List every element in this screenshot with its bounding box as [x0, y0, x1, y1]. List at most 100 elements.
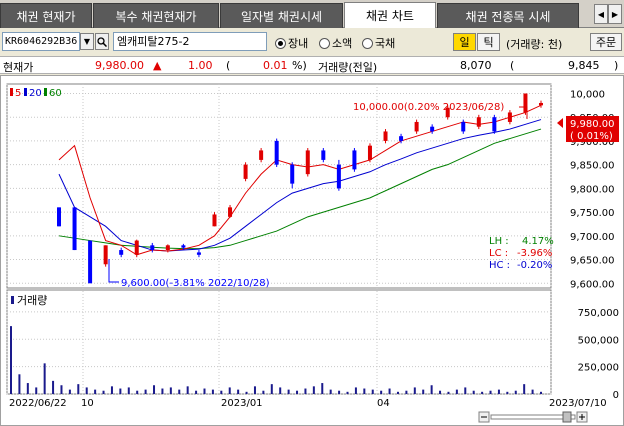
volume-bar: [481, 391, 484, 394]
volume-bar: [68, 389, 71, 394]
lh-label: LH :: [489, 236, 509, 247]
candle: [492, 117, 497, 132]
date-tick-label: 2022/06/22: [9, 398, 67, 409]
market-radio-treasury[interactable]: 국채: [362, 35, 395, 51]
candle: [383, 131, 388, 141]
change-up-icon: ▲: [153, 59, 162, 72]
tab-daily-bond-quotes[interactable]: 일자별 채권시세: [220, 3, 343, 28]
volume-bar: [413, 387, 416, 394]
period-tick-button[interactable]: 틱: [477, 33, 500, 51]
bond-code-input[interactable]: KR6046292B36: [2, 32, 80, 51]
change-value: 1.00: [188, 59, 213, 72]
market-radio-exchange[interactable]: 장내: [275, 35, 308, 51]
candle: [305, 150, 310, 175]
candle: [134, 240, 139, 255]
candle: [165, 245, 170, 251]
volume-bar: [287, 389, 290, 394]
code-dropdown-icon[interactable]: ▼: [80, 33, 94, 50]
ma20-legend-icon: [24, 88, 27, 96]
volume-legend-icon: [11, 296, 14, 304]
volume-bar: [514, 390, 517, 394]
pct-open-paren: (: [226, 59, 231, 72]
tab-bond-chart[interactable]: 채권 차트: [344, 2, 436, 28]
ma20-line: [58, 119, 542, 252]
ma60-legend-label: 60: [49, 88, 62, 99]
volume-bar: [380, 390, 383, 394]
candle: [507, 112, 512, 122]
current-price-label: 현재가: [3, 61, 34, 74]
candle: [274, 140, 279, 165]
volume-bar: [102, 390, 105, 394]
candle: [321, 150, 326, 160]
volume-unit-label: (거래량: 천): [506, 38, 563, 51]
volume-bar: [10, 326, 12, 394]
tab-multi-bond-price[interactable]: 복수 채권현재가: [93, 3, 219, 28]
low-pointer: [108, 259, 119, 283]
tab-bond-price[interactable]: 채권 현재가: [0, 3, 92, 28]
price-tick-label: 9,800.00: [570, 184, 615, 195]
prev-open-paren: (: [510, 59, 515, 72]
candle: [196, 252, 201, 255]
tab-bar: 채권 현재가 복수 채권현재가 일자별 채권시세 채권 차트 채권 전종목 시세…: [0, 0, 624, 28]
price-volume-chart[interactable]: 10,0009,950.009,900.009,850.009,800.009,…: [1, 76, 623, 425]
volume-bar: [253, 386, 256, 394]
candle: [336, 164, 341, 189]
candle: [57, 207, 61, 227]
volume-bar: [447, 391, 450, 394]
low-annotation: 9,600.00(-3.81% 2022/10/28): [121, 278, 270, 289]
volume-bar: [60, 385, 63, 394]
candle: [523, 93, 528, 113]
date-tick-label: 10: [81, 398, 94, 409]
candle: [430, 126, 435, 132]
prev-close-paren: ): [614, 59, 619, 72]
volume-bar: [52, 380, 55, 394]
chart-area[interactable]: 10,0009,950.009,900.009,850.009,800.009,…: [0, 75, 624, 426]
high-annotation: 10,000.00(0.20% 2023/06/28): [353, 102, 504, 113]
volume-bar: [439, 390, 442, 394]
price-tick-label: 9,900.00: [570, 137, 615, 148]
tab-scroll-left-icon[interactable]: ◀: [594, 4, 608, 24]
lh-value: 4.17%: [522, 236, 554, 247]
price-tick-label: 9,600.00: [570, 279, 615, 290]
volume-bar: [270, 384, 273, 394]
order-button[interactable]: 주문: [590, 33, 622, 51]
volume-bar: [18, 374, 21, 394]
volume-bar: [169, 387, 172, 394]
volume-bar: [472, 390, 475, 394]
ma20-legend-label: 20: [29, 88, 42, 99]
candle: [476, 117, 481, 127]
price-tick-label: 9,700.00: [570, 232, 615, 243]
zoom-slider-thumb[interactable]: [562, 411, 572, 423]
change-pct-value: 0.01: [263, 59, 288, 72]
toolbar: KR6046292B36 ▼ 엠캐피탈275-2 장내 소액 국채 일 틱 (거…: [0, 29, 624, 55]
volume-bar: [354, 387, 357, 394]
volume-bar: [211, 389, 214, 394]
volume-bar: [94, 389, 97, 394]
zoom-slider-track[interactable]: [490, 414, 576, 420]
volume-pane: [6, 289, 552, 395]
current-price-box-pct: ( 0.01%): [570, 131, 613, 142]
market-radio-small[interactable]: 소액: [319, 35, 352, 51]
candle: [461, 121, 466, 132]
ma5-line: [58, 104, 542, 256]
volume-bar: [85, 387, 88, 394]
volume-bar: [153, 385, 156, 394]
tab-all-bond-quotes[interactable]: 채권 전종목 시세: [437, 3, 579, 28]
volume-tick-label: 500,000: [578, 335, 619, 346]
volume-bar: [195, 390, 198, 394]
volume-value: 8,070: [460, 59, 492, 72]
volume-bar: [110, 386, 113, 394]
volume-bar: [321, 383, 324, 394]
price-tick-label: 9,750.00: [570, 208, 615, 219]
volume-title: 거래량: [17, 294, 47, 307]
pct-close-paren: %): [292, 59, 307, 72]
volume-bar: [388, 388, 391, 394]
volume-bar: [35, 387, 38, 394]
volume-bar: [136, 390, 139, 394]
volume-bar: [497, 389, 500, 394]
tab-scroll-right-icon[interactable]: ▶: [608, 4, 622, 24]
candle: [539, 102, 543, 106]
candle: [103, 245, 108, 265]
period-day-button[interactable]: 일: [453, 33, 476, 51]
search-icon[interactable]: [95, 33, 109, 50]
